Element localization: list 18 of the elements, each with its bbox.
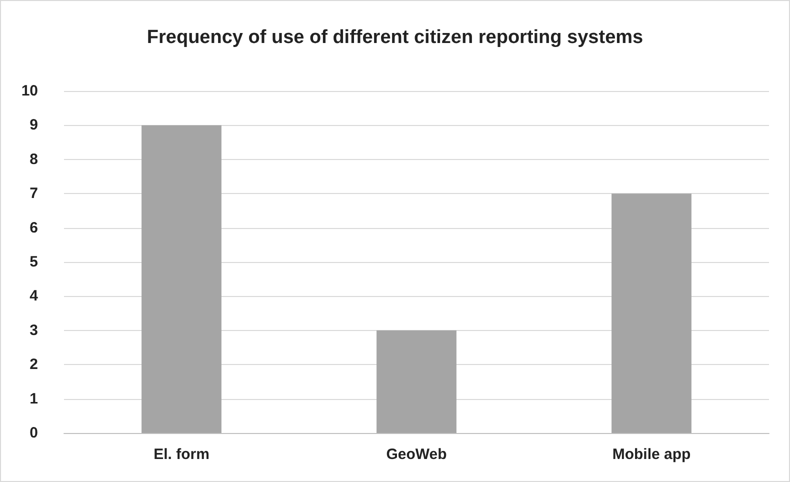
x-tick-label: El. form: [154, 446, 210, 463]
x-tick-label: GeoWeb: [386, 446, 447, 463]
y-tick-label: 3: [30, 322, 38, 339]
y-tick-label: 5: [30, 254, 38, 270]
chart-title: Frequency of use of different citizen reporting systems: [146, 27, 644, 48]
y-tick-label: 1: [30, 390, 38, 408]
bar: [142, 125, 222, 433]
x-tick-label: Mobile app: [612, 446, 691, 463]
y-tick-label: 4: [30, 288, 39, 305]
y-tick-label: 2: [30, 356, 38, 374]
y-tick-label: 10: [21, 82, 38, 100]
y-tick-label: 7: [30, 185, 38, 202]
y-tick-label: 8: [30, 150, 38, 168]
bar: [612, 194, 692, 433]
y-tick-label: 9: [30, 116, 38, 134]
y-tick-label: 6: [30, 219, 38, 236]
y-tick-label: 0: [30, 424, 38, 442]
bar: [376, 330, 456, 433]
